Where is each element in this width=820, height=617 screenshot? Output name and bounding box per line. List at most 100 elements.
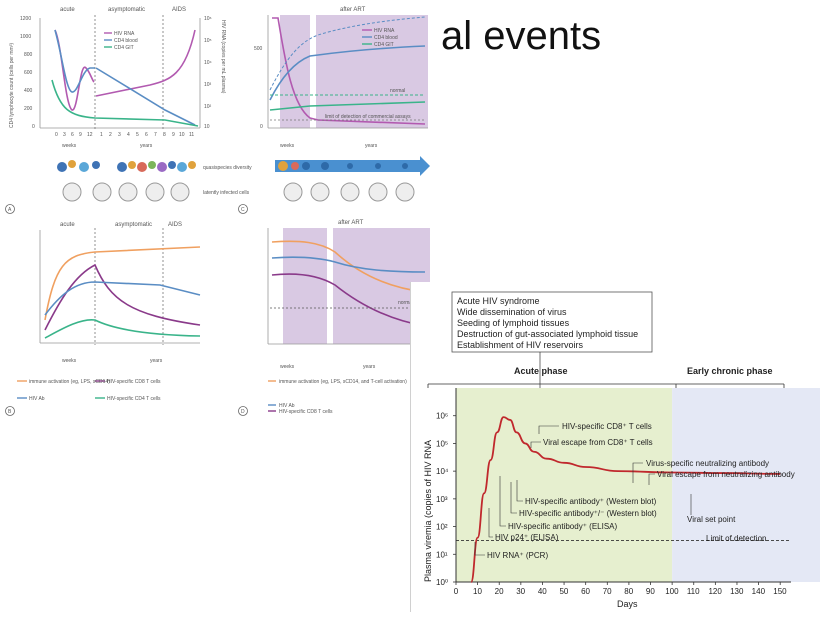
- viremia-ylabel: Plasma viremia (copies of HIV RNA: [423, 440, 433, 582]
- y-tick-label: 10³: [436, 495, 448, 504]
- x-tick-label: 140: [752, 587, 766, 596]
- x-axis-ticks: 0 10 20 30 40 50 60 70 80 90 100 110 120 130 140 150: [454, 582, 787, 596]
- y-tick-label: 10⁰: [436, 578, 448, 587]
- c-xlabel-weeks: weeks: [280, 143, 295, 149]
- panel-b: acute asymptomatic AIDS weeks years immu…: [5, 222, 201, 416]
- x-tick-label: 0: [454, 587, 459, 596]
- a-ytick-right: 10³: [204, 82, 212, 88]
- a-legend-cd4-git: CD4 GIT: [114, 45, 134, 51]
- chronic-phase-label: Early chronic phase: [687, 366, 773, 376]
- d-legend-immune: immune activation (eg, LPS, sCD14, and T…: [279, 379, 407, 385]
- a-xtick: 4: [127, 132, 130, 138]
- a-xtick: 10: [179, 132, 185, 138]
- a-ytick-right: 10⁴: [204, 60, 212, 66]
- x-tick-label: 40: [538, 587, 547, 596]
- a-xtick: 2: [109, 132, 112, 138]
- x-tick-label: 150: [773, 587, 787, 596]
- x-tick-label: 80: [624, 587, 633, 596]
- a-xtick: 3: [118, 132, 121, 138]
- panel-b-letter: B: [8, 409, 12, 415]
- annotation: Viral escape from neutralizing antibody: [657, 470, 795, 479]
- c-normal-label: normal: [390, 88, 405, 94]
- a-xtick: 7: [154, 132, 157, 138]
- a-right-ylabel: HIV RNA (copies per mL plasma): [220, 20, 226, 94]
- a-xtick: 1: [100, 132, 103, 138]
- y-axis-ticks: 10⁰ 10¹ 10² 10³ 10⁴ 10⁵ 10⁶: [436, 412, 456, 587]
- a-xtick: 8: [163, 132, 166, 138]
- a-xtick: 12: [87, 132, 93, 138]
- a-ytick-right: 10⁶: [204, 16, 212, 22]
- c-limit-label: limit of detection of commercial assays: [325, 114, 411, 120]
- panel-a-letter: A: [8, 207, 12, 213]
- a-xtick: 11: [189, 132, 194, 138]
- x-tick-label: 70: [603, 587, 612, 596]
- y-tick-label: 10⁶: [436, 412, 448, 421]
- viremia-xlabel: Days: [617, 599, 638, 609]
- b-legend-immune: immune activation (eg, LPS, sCD14): [29, 379, 110, 385]
- c-xlabel-years: years: [365, 143, 378, 149]
- panel-b-phase-asymptomatic: asymptomatic: [115, 222, 152, 228]
- panel-a: acute asymptomatic AIDS 1200 1000 800 60…: [9, 7, 226, 149]
- panel-c: after ART 500 0 normal limit of detectio…: [238, 7, 428, 214]
- slide-title: al events: [441, 14, 602, 58]
- a-ytick-right: 10: [204, 124, 210, 130]
- c-legend-cd4-git: CD4 GIT: [374, 42, 394, 48]
- panel-b-phase-aids: AIDS: [168, 222, 182, 228]
- a-ytick: 200: [24, 106, 33, 112]
- b-xlabel-years: years: [150, 358, 163, 364]
- a-xtick: 5: [136, 132, 139, 138]
- b-legend-cd8: HIV-specific CD8 T cells: [107, 379, 161, 385]
- panel-a-phase-aids: AIDS: [172, 7, 186, 13]
- x-tick-label: 50: [559, 587, 568, 596]
- d-xlabel-years: years: [363, 364, 376, 370]
- a-ytick: 1000: [20, 34, 31, 40]
- annotation: Viral set point: [687, 515, 736, 524]
- acute-phase-area: [456, 388, 673, 582]
- latent-label: latently infected cells: [203, 190, 250, 196]
- x-tick-label: 30: [516, 587, 525, 596]
- a-ytick: 600: [24, 70, 33, 76]
- x-tick-label: 90: [646, 587, 655, 596]
- annotation: Viral escape from CD8⁺ T cells: [543, 438, 653, 447]
- a-ytick: 400: [24, 88, 33, 94]
- annotation: HIV p24⁺ (ELISA): [495, 533, 559, 542]
- acute-phase-label: Acute phase: [514, 366, 568, 376]
- b-xlabel-weeks: weeks: [62, 358, 77, 364]
- d-legend-cd8: HIV-specific CD8 T cells: [279, 409, 333, 415]
- d-xlabel-weeks: weeks: [280, 364, 295, 370]
- c-legend-cd4-blood: CD4 blood: [374, 35, 398, 41]
- viremia-series-line: [470, 416, 781, 583]
- a-xtick: 3: [63, 132, 66, 138]
- x-tick-label: 110: [687, 587, 700, 596]
- box-line: Wide dissemination of virus: [457, 307, 567, 317]
- a-xtick: 0: [55, 132, 58, 138]
- d-legend-hiv-ab: HIV Ab: [279, 403, 295, 409]
- c-ytick: 500: [254, 46, 263, 52]
- a-xtick: 9: [79, 132, 82, 138]
- latent-cells-row: latently infected cells A: [5, 182, 415, 214]
- quasispecies-row: quasispecies diversity: [57, 156, 430, 176]
- annotation: HIV-specific antibody⁺/⁻ (Western blot): [519, 509, 657, 518]
- a-xtick: 6: [145, 132, 148, 138]
- annotation: Virus-specific neutralizing antibody: [646, 459, 769, 468]
- panel-d-phase: after ART: [338, 220, 364, 226]
- annotation: HIV-specific antibody⁺ (Western blot): [525, 497, 657, 506]
- panel-a-phase-acute: acute: [60, 7, 75, 13]
- a-legend-hiv-rna: HIV RNA: [114, 31, 135, 37]
- a-ytick: 1200: [20, 16, 31, 22]
- box-line: Seeding of lymphoid tissues: [457, 318, 570, 328]
- a-xlabel-years: years: [140, 143, 153, 149]
- annotation: Limit of detection: [706, 534, 766, 543]
- y-tick-label: 10¹: [436, 550, 448, 559]
- a-xtick: 6: [71, 132, 74, 138]
- box-line: Establishment of HIV reservoirs: [457, 340, 584, 350]
- x-tick-label: 10: [473, 587, 482, 596]
- a-ytick: 0: [32, 124, 35, 130]
- b-legend-hiv-ab: HIV Ab: [29, 396, 45, 402]
- quasispecies-label: quasispecies diversity: [203, 165, 252, 171]
- x-tick-label: 20: [495, 587, 504, 596]
- viremia-chart: Acute HIV syndrome Wide dissemination of…: [423, 291, 820, 609]
- box-line: Acute HIV syndrome: [457, 296, 540, 306]
